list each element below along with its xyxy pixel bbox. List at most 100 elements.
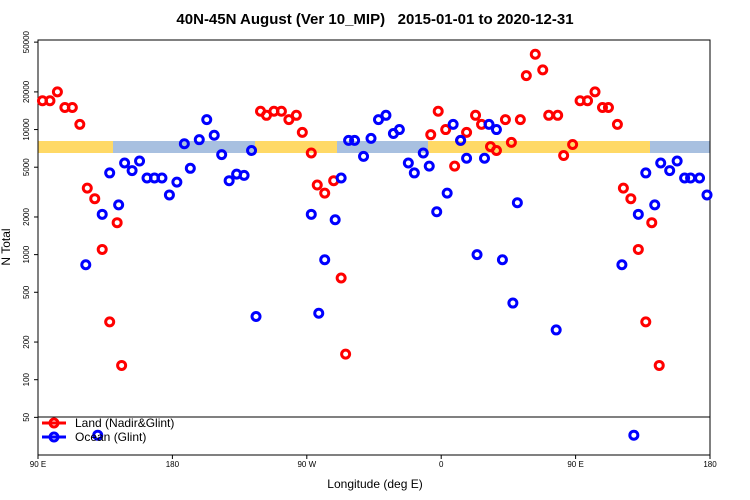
data-point [319, 254, 331, 266]
x-tick-label: 90 E [567, 460, 583, 469]
data-point [335, 172, 347, 184]
data-point [628, 429, 640, 441]
x-tick-label: 90 E [30, 460, 46, 469]
data-point [655, 157, 667, 169]
data-point [290, 109, 302, 121]
data-point [479, 152, 491, 164]
data-point [408, 167, 420, 179]
data-point [349, 134, 361, 146]
legend-label: Land (Nadir&Glint) [75, 416, 174, 430]
x-tick-label: 90 W [297, 460, 316, 469]
data-point [393, 124, 405, 136]
data-point [449, 160, 461, 172]
data-point [440, 124, 452, 136]
data-point [126, 165, 138, 177]
data-point [119, 157, 131, 169]
data-point [611, 118, 623, 130]
data-point [250, 311, 262, 323]
x-tick-label: 180 [166, 460, 180, 469]
data-point [640, 316, 652, 328]
data-point [679, 172, 691, 184]
data-point [89, 193, 101, 205]
data-point [543, 109, 555, 121]
data-point [431, 206, 443, 218]
data-point [425, 129, 437, 141]
data-point [701, 189, 713, 201]
data-point [461, 152, 473, 164]
data-point [80, 259, 92, 271]
land-band [38, 141, 113, 153]
data-point [490, 124, 502, 136]
land-band [255, 141, 337, 153]
data-point [649, 199, 661, 211]
data-point [646, 217, 658, 229]
y-tick-label: 100 [22, 372, 31, 386]
data-point [216, 149, 228, 161]
data-point [44, 95, 56, 107]
x-axis-label: Longitude (deg E) [327, 477, 422, 491]
data-point [550, 324, 562, 336]
y-tick-label: 200 [22, 335, 31, 349]
data-point [589, 86, 601, 98]
data-point [96, 208, 108, 220]
ocean-band [650, 141, 710, 153]
data-point [596, 102, 608, 114]
data-point [616, 259, 628, 271]
data-point [499, 114, 511, 126]
data-point [685, 172, 697, 184]
data-point [417, 147, 429, 159]
chart-title: 40N-45N August (Ver 10_MIP) 2015-01-01 t… [176, 11, 573, 28]
data-point [552, 109, 564, 121]
land-band [428, 141, 650, 153]
y-tick-label: 1000 [22, 245, 31, 263]
data-point [447, 118, 459, 130]
data-point [483, 118, 495, 130]
data-point [520, 70, 532, 82]
data-point [223, 175, 235, 187]
y-tick-label: 20000 [22, 80, 31, 103]
data-point [537, 64, 549, 76]
y-tick-label: 2000 [22, 208, 31, 226]
data-point [423, 160, 435, 172]
data-point [632, 208, 644, 220]
data-point [372, 114, 384, 126]
data-point [329, 214, 341, 226]
data-point [116, 359, 128, 371]
data-point [208, 129, 220, 141]
data-point [51, 86, 63, 98]
y-tick-label: 500 [22, 285, 31, 299]
data-point [246, 145, 258, 157]
data-point [505, 136, 517, 148]
y-tick-label: 50000 [22, 30, 31, 53]
y-tick-label: 10000 [22, 118, 31, 141]
legend-label: Ocean (Glint) [75, 430, 146, 444]
data-point [617, 182, 629, 194]
legend-marker [48, 417, 60, 429]
data-point [694, 172, 706, 184]
data-point [432, 105, 444, 117]
data-point [104, 167, 116, 179]
data-point [402, 157, 414, 169]
data-point [461, 126, 473, 138]
data-point [134, 155, 146, 167]
data-point [171, 176, 183, 188]
data-point [335, 272, 347, 284]
y-axis-label: N Total [0, 228, 13, 265]
data-point [602, 102, 614, 114]
y-tick-label: 5000 [22, 158, 31, 176]
data-point [111, 217, 123, 229]
data-point [582, 95, 594, 107]
data-point [193, 134, 205, 146]
ocean-band [337, 141, 428, 153]
data-point [311, 179, 323, 191]
data-point [104, 316, 116, 328]
data-point [358, 150, 370, 162]
data-point [66, 102, 78, 114]
data-point [313, 307, 325, 319]
data-point [664, 165, 676, 177]
data-point [96, 243, 108, 255]
plot-frame [37, 39, 711, 456]
data-point [490, 145, 502, 157]
data-point [275, 105, 287, 117]
